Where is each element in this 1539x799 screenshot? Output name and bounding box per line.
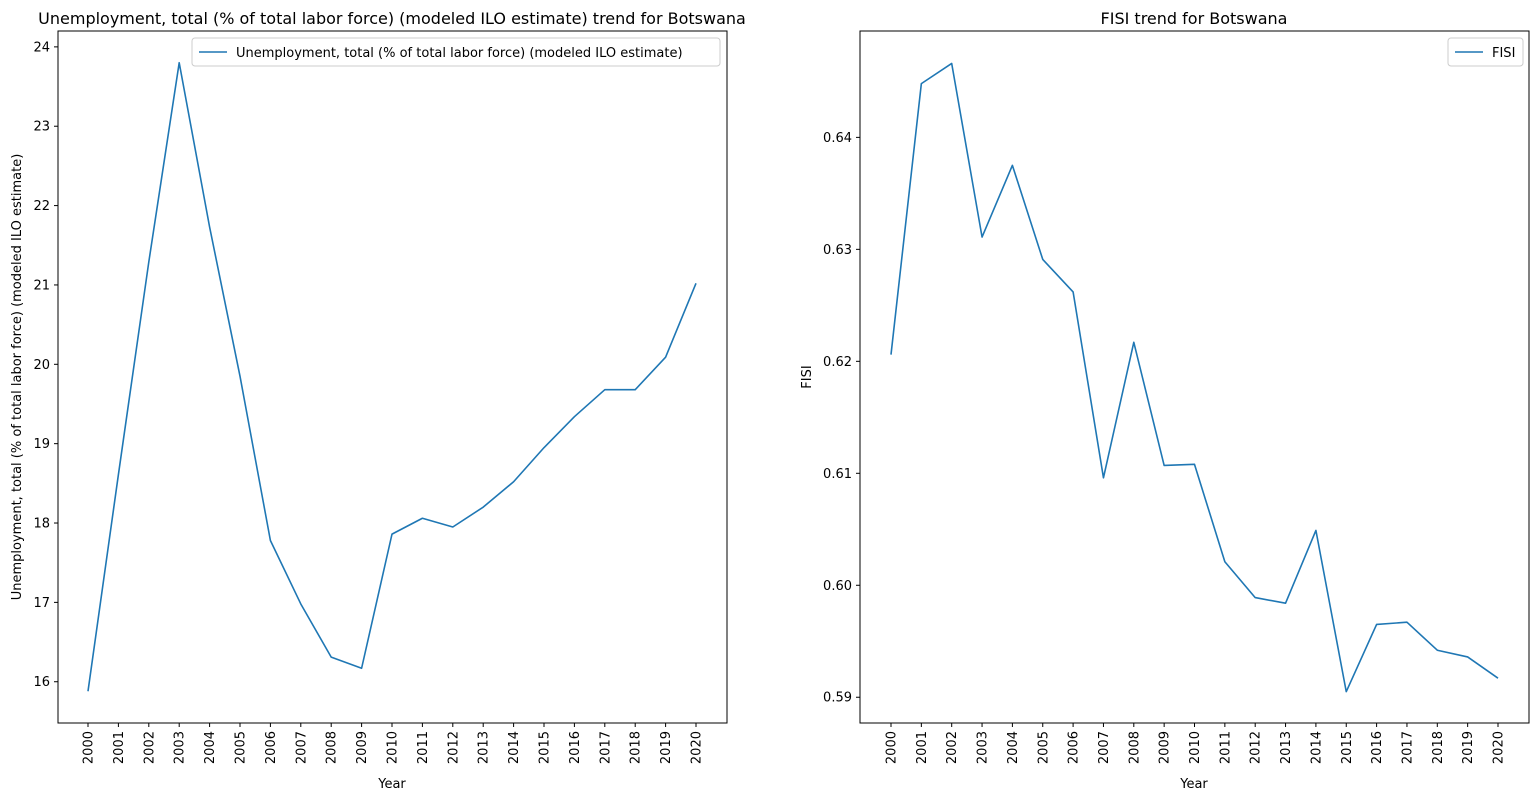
- unemployment-chart-legend: Unemployment, total (% of total labor fo…: [191, 37, 721, 67]
- fisi-chart-title: FISI trend for Botswana: [1101, 9, 1288, 28]
- fisi-y-tick-label: 0.64: [823, 131, 852, 146]
- fisi-x-tick-label: 2008: [1127, 731, 1142, 764]
- unemployment-chart-plot-frame: [57, 30, 728, 724]
- unemployment-x-tick-label: 2017: [598, 731, 613, 764]
- unemployment-x-tick-label: 2001: [112, 731, 127, 764]
- unemployment-x-tick-label: 2019: [659, 731, 674, 764]
- unemployment-chart-ticks: 16 17 18 19 20 21 22 23 24 2000 2001 2002 2003 2004 20…: [33, 40, 704, 764]
- fisi-x-tick-label: 2012: [1249, 731, 1264, 764]
- fisi-x-tick-label: 2010: [1188, 731, 1203, 764]
- fisi-x-tick-label: 2013: [1279, 731, 1294, 764]
- unemployment-y-tick-label: 23: [33, 120, 50, 135]
- fisi-x-tick-label: 2001: [915, 731, 930, 764]
- unemployment-x-tick-label: 2006: [264, 731, 279, 764]
- unemployment-x-tick-label: 2015: [538, 731, 553, 764]
- unemployment-x-tick-label: 2020: [690, 731, 705, 764]
- unemployment-x-tick-label: 2005: [234, 731, 249, 764]
- unemployment-x-tick-label: 2003: [173, 731, 188, 764]
- unemployment-x-tick-label: 2018: [629, 731, 644, 764]
- unemployment-x-tick-label: 2009: [355, 731, 370, 764]
- unemployment-y-tick-label: 18: [33, 517, 50, 532]
- fisi-chart: FISI trend for Botswana 0.59 0.60 0.61 0.62…: [800, 9, 1530, 792]
- unemployment-x-tick-label: 2012: [446, 731, 461, 764]
- fisi-legend-box: [1447, 37, 1524, 67]
- unemployment-y-tick-label: 16: [33, 675, 50, 690]
- unemployment-x-tick-label: 2004: [203, 731, 218, 764]
- fisi-chart-plot-frame: [859, 30, 1530, 724]
- unemployment-series-line: [87, 61, 697, 692]
- fisi-x-tick-label: 2006: [1067, 731, 1082, 764]
- unemployment-y-tick-label: 17: [33, 596, 50, 611]
- unemployment-x-tick-label: 2014: [507, 731, 522, 764]
- fisi-chart-legend: FISI: [1447, 37, 1524, 67]
- fisi-x-tick-label: 2003: [976, 731, 991, 764]
- unemployment-chart-title: Unemployment, total (% of total labor fo…: [38, 9, 746, 28]
- unemployment-x-tick-label: 2011: [416, 731, 431, 764]
- fisi-legend-label: FISI: [1492, 46, 1515, 61]
- unemployment-x-tick-label: 2010: [386, 731, 401, 764]
- unemployment-y-tick-label: 20: [33, 358, 50, 373]
- fisi-chart-x-label: Year: [1179, 777, 1208, 792]
- fisi-chart-y-label: FISI: [800, 365, 815, 388]
- unemployment-x-tick-label: 2000: [82, 731, 97, 764]
- unemployment-x-tick-label: 2008: [325, 731, 340, 764]
- fisi-y-tick-label: 0.60: [823, 579, 852, 594]
- unemployment-chart-y-label: Unemployment, total (% of total labor fo…: [10, 154, 25, 601]
- fisi-x-tick-label: 2000: [885, 731, 900, 764]
- fisi-y-tick-label: 0.61: [823, 467, 852, 482]
- fisi-x-tick-label: 2016: [1370, 731, 1385, 764]
- unemployment-chart: Unemployment, total (% of total labor fo…: [10, 9, 746, 792]
- fisi-x-tick-label: 2011: [1218, 731, 1233, 764]
- fisi-x-tick-label: 2005: [1036, 731, 1051, 764]
- fisi-x-tick-label: 2019: [1461, 731, 1476, 764]
- fisi-x-tick-label: 2015: [1340, 731, 1355, 764]
- fisi-x-tick-label: 2007: [1097, 731, 1112, 764]
- unemployment-x-tick-label: 2016: [568, 731, 583, 764]
- unemployment-legend-box: [191, 37, 721, 67]
- fisi-x-tick-label: 2017: [1400, 731, 1415, 764]
- unemployment-x-tick-label: 2013: [477, 731, 492, 764]
- fisi-x-tick-label: 2020: [1492, 731, 1507, 764]
- fisi-x-tick-label: 2002: [945, 731, 960, 764]
- unemployment-legend-label: Unemployment, total (% of total labor fo…: [236, 46, 683, 61]
- unemployment-x-tick-label: 2002: [142, 731, 157, 764]
- fisi-x-tick-label: 2018: [1431, 731, 1446, 764]
- unemployment-y-tick-label: 22: [33, 199, 50, 214]
- unemployment-y-tick-label: 24: [33, 40, 50, 55]
- fisi-series-line: [890, 62, 1499, 693]
- fisi-x-tick-label: 2004: [1006, 731, 1021, 764]
- fisi-x-tick-label: 2014: [1309, 731, 1324, 764]
- fisi-x-tick-label: 2009: [1158, 731, 1173, 764]
- fisi-y-tick-label: 0.62: [823, 355, 852, 370]
- unemployment-y-tick-label: 21: [33, 278, 50, 293]
- fisi-chart-ticks: 0.59 0.60 0.61 0.62 0.63 0.64 2000 2001 2002 2003…: [823, 131, 1506, 764]
- fisi-y-tick-label: 0.59: [823, 691, 852, 706]
- unemployment-y-tick-label: 19: [33, 437, 50, 452]
- fisi-y-tick-label: 0.63: [823, 243, 852, 258]
- unemployment-chart-x-label: Year: [377, 777, 406, 792]
- unemployment-x-tick-label: 2007: [294, 731, 309, 764]
